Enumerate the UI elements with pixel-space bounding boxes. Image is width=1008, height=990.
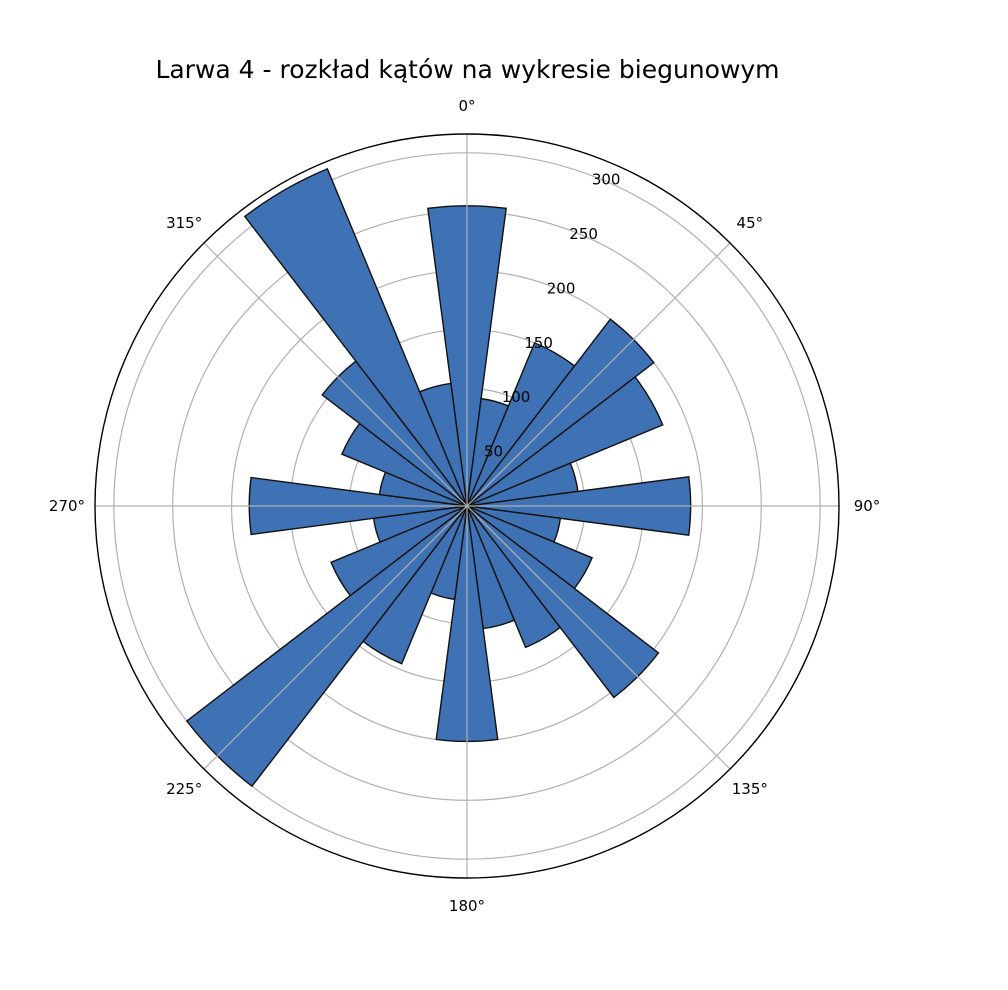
r-tick-label: 250 [569,225,598,243]
r-tick-label: 300 [592,171,621,189]
theta-gridline-135 [466,505,731,770]
r-tick-label: 100 [502,388,531,406]
theta-tick-label: 45° [737,214,764,232]
theta-tick-label: 90° [854,497,881,515]
r-tick-label: 200 [547,279,576,297]
theta-tick-label: 315° [166,214,202,232]
theta-tick-label: 225° [166,780,202,798]
theta-tick-labels: 0° 45° 90° 135° 180° 225° 270° 315° [49,97,880,915]
r-tick-labels: 50 100 150 200 250 300 [484,171,620,461]
spokes-layer [95,134,839,878]
r-tick-label: 50 [484,443,503,461]
bar-60deg [466,376,664,507]
theta-gridline-225 [203,505,468,770]
polar-frame [94,133,840,879]
theta-tick-label: 270° [49,497,85,515]
theta-tick-label: 0° [458,97,475,115]
theta-tick-label: 135° [732,780,768,798]
bar-240deg [330,505,468,597]
bar-150deg [466,505,562,649]
chart-title: Larwa 4 - rozkład kątów na wykresie bieg… [155,55,780,84]
bar-345deg [418,382,468,507]
bar-330deg [243,167,468,507]
theta-gridline-315 [203,242,468,507]
theta-gridline-45 [466,242,731,507]
theta-tick-label: 180° [449,897,485,915]
r-tick-label: 150 [524,334,553,352]
